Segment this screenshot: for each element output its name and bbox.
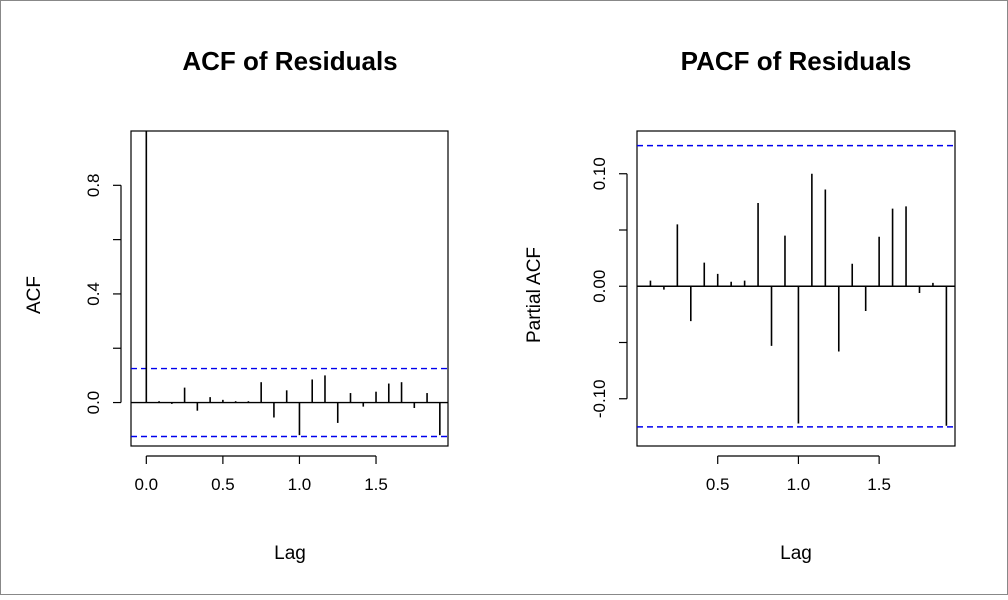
acf-title: ACF of Residuals [182,46,397,76]
acf-y-tick-label: 0.4 [84,282,103,306]
acf-x-tick-label: 0.0 [134,475,158,494]
pacf-title: PACF of Residuals [681,46,912,76]
pacf-x-tick-label: 1.0 [787,475,811,494]
pacf-x-tick-label: 0.5 [706,475,730,494]
pacf-xlabel: Lag [780,543,812,564]
acf-x-tick-label: 1.5 [364,475,388,494]
pacf-y-tick-label: 0.10 [590,157,609,190]
acf-y-tick-label: 0.0 [84,391,103,415]
acf-x-tick-label: 0.5 [211,475,235,494]
pacf-y-tick-label: -0.10 [590,379,609,418]
acf-x-tick-label: 1.0 [288,475,312,494]
acf-y-tick-label: 0.8 [84,173,103,197]
acf-xlabel: Lag [274,543,306,564]
pacf-plot-frame [636,130,956,447]
pacf-y-tick-label: 0.00 [590,270,609,303]
pacf-panel: PACF of Residuals Lag Partial ACF 0.5 1.0… [524,46,956,564]
acf-plot-frame [130,130,449,447]
pacf-x-tick-label: 1.5 [867,475,891,494]
pacf-ylabel: Partial ACF [524,247,545,343]
acf-panel: ACF of Residuals Lag ACF 0.0 0.5 1.0 1.5 0.0… [24,46,449,564]
acf-ylabel: ACF [24,276,45,314]
